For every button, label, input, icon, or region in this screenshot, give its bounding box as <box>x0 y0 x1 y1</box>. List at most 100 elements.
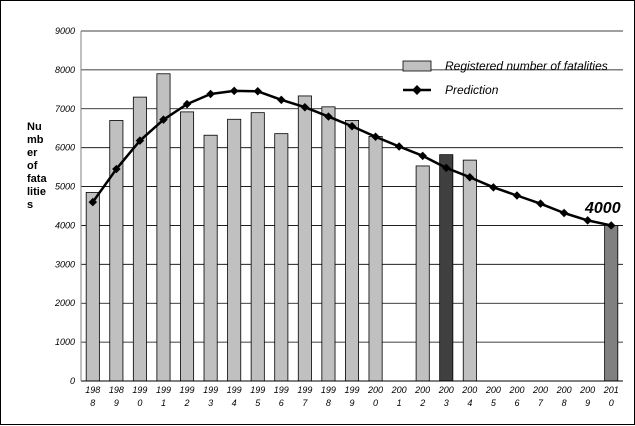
legend-label-registered: Registered number of fatalities <box>445 59 608 73</box>
bar <box>203 134 218 382</box>
prediction-series <box>88 86 616 230</box>
prediction-marker <box>394 142 404 151</box>
x-tick-label: 200 <box>532 385 548 395</box>
bar <box>321 106 336 382</box>
y-tick-label: 0 <box>70 376 75 386</box>
x-tick-label: 199 <box>274 385 289 395</box>
x-tick-label: 9 <box>114 398 119 408</box>
x-tick-label: 200 <box>508 385 524 395</box>
x-tick-label: 200 <box>367 385 383 395</box>
prediction-marker <box>182 99 192 109</box>
bar <box>462 159 477 382</box>
prediction-marker <box>324 112 333 121</box>
x-tick-label: 5 <box>255 398 261 408</box>
prediction-marker <box>112 164 121 174</box>
x-tick-label: 200 <box>391 385 407 395</box>
bar-series <box>85 73 619 382</box>
x-tick-label: 8 <box>326 398 331 408</box>
x-tick-label: 199 <box>156 385 171 395</box>
prediction-marker <box>559 208 569 218</box>
x-tick-label: 5 <box>491 398 497 408</box>
x-tick-label: 0 <box>137 398 142 408</box>
y-tick-label: 3000 <box>55 259 75 269</box>
x-tick-label: 199 <box>297 385 312 395</box>
prediction-marker <box>159 115 168 124</box>
y-axis-label-line: Nu <box>27 121 42 133</box>
y-tick-labels: 0 1000 2000 3000 4000 5000 6000 7000 8000 9000 <box>54 26 75 386</box>
x-tick-label: 199 <box>180 385 195 395</box>
bar <box>274 133 289 382</box>
y-tick-label: 6000 <box>55 143 75 153</box>
prediction-marker <box>371 132 380 142</box>
y-axis-label-line: of <box>27 160 38 172</box>
x-tick-label: 8 <box>90 398 95 408</box>
bar <box>297 95 312 382</box>
y-tick-label: 8000 <box>55 65 75 75</box>
bar <box>368 135 383 382</box>
prediction-marker <box>277 95 286 105</box>
x-tick-label: 4 <box>467 398 472 408</box>
x-tick-label: 199 <box>227 385 242 395</box>
x-tick-labels: 1988198919901991199219931994199519961997… <box>85 385 618 408</box>
x-tick-label: 200 <box>485 385 501 395</box>
x-tick-label: 201 <box>603 385 619 395</box>
x-tick-label: 198 <box>109 385 124 395</box>
legend: Registered number of fatalities Predicti… <box>402 59 608 97</box>
x-tick-label: 0 <box>609 398 614 408</box>
prediction-marker <box>253 87 262 96</box>
y-tick-label: 5000 <box>55 182 75 192</box>
x-tick-label: 9 <box>349 398 354 408</box>
prediction-marker <box>300 102 310 112</box>
bar <box>85 191 100 382</box>
x-tick-label: 3 <box>208 398 213 408</box>
y-axis-label-line: mb <box>27 134 44 146</box>
x-tick-label: 3 <box>444 398 449 408</box>
x-tick-label: 2 <box>419 398 425 408</box>
prediction-marker <box>229 86 239 96</box>
x-tick-label: 6 <box>279 398 284 408</box>
y-axis-label-line: litie <box>27 186 46 198</box>
prediction-marker <box>347 122 357 131</box>
y-tick-label: 4000 <box>55 220 75 230</box>
bar <box>345 120 359 382</box>
x-tick-label: 200 <box>556 385 572 395</box>
x-tick-label: 199 <box>250 385 265 395</box>
x-tick-label: 199 <box>321 385 336 395</box>
y-tick-label: 1000 <box>55 337 75 347</box>
y-tick-label: 9000 <box>55 26 75 36</box>
x-tick-label: 200 <box>438 385 454 395</box>
x-tick-label: 199 <box>132 385 147 395</box>
x-tick-label: 4 <box>232 398 237 408</box>
x-tick-label: 1 <box>397 398 402 408</box>
y-axis-label-line: fata <box>27 173 47 185</box>
x-tick-label: 2 <box>184 398 190 408</box>
x-tick-label: 0 <box>373 398 378 408</box>
x-tick-label: 200 <box>579 385 595 395</box>
bar <box>415 165 430 382</box>
x-tick-label: 199 <box>203 385 218 395</box>
annotation-4000: 4000 <box>584 200 621 217</box>
x-tick-label: 7 <box>302 398 308 408</box>
bar <box>439 154 454 382</box>
x-tick-label: 9 <box>585 398 590 408</box>
x-tick-label: 1 <box>161 398 166 408</box>
x-tick-label: 199 <box>344 385 359 395</box>
bar <box>250 112 265 382</box>
y-tick-label: 2000 <box>54 298 75 308</box>
bar <box>604 225 619 382</box>
prediction-marker <box>206 89 215 99</box>
legend-swatch-registered <box>402 60 432 72</box>
axes <box>80 31 623 382</box>
prediction-marker <box>512 191 522 200</box>
x-tick-label: 7 <box>538 398 544 408</box>
prediction-marker <box>583 216 592 225</box>
x-tick-label: 198 <box>85 385 100 395</box>
prediction-marker <box>418 151 427 161</box>
legend-label-prediction: Prediction <box>445 83 499 97</box>
prediction-marker <box>465 172 475 182</box>
x-tick-label: 8 <box>562 398 567 408</box>
bar <box>180 111 195 382</box>
